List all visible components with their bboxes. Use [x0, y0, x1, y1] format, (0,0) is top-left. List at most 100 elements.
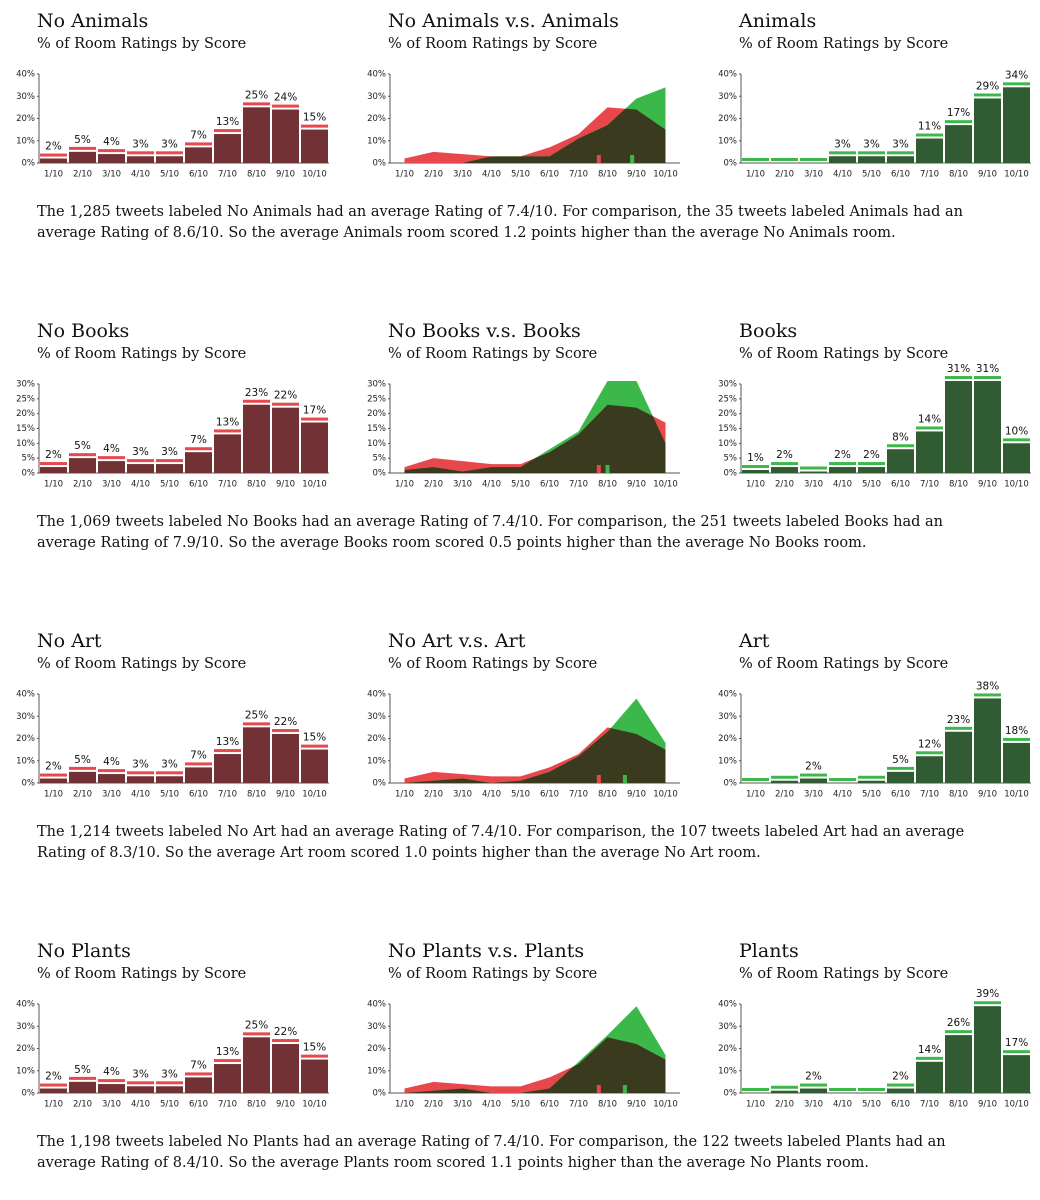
- bar-cap: [829, 778, 856, 781]
- value-label: 25%: [245, 89, 268, 101]
- bar-tint: [40, 1088, 67, 1093]
- y-tick-label: 5%: [373, 454, 387, 464]
- x-tick-label: 3/10: [804, 480, 823, 490]
- chart-title: No Art v.s. Art: [388, 630, 526, 652]
- bar: [185, 452, 212, 473]
- bar-cap: [40, 773, 67, 777]
- value-label: 25%: [245, 1019, 268, 1031]
- bar-tint: [858, 467, 885, 473]
- bar-tint: [974, 1006, 1001, 1093]
- x-tick-label: 1/10: [44, 1100, 63, 1110]
- bar-tint: [916, 431, 943, 473]
- value-label: 8%: [892, 431, 909, 443]
- mean-marker: [596, 465, 601, 473]
- bar-cap: [771, 1085, 798, 1089]
- value-label: 22%: [274, 390, 297, 402]
- bar-tint: [887, 771, 914, 783]
- x-tick-label: 5/10: [862, 480, 881, 490]
- x-tick-label: 10/10: [1004, 1100, 1029, 1110]
- x-tick-label: 5/10: [160, 790, 179, 800]
- y-tick-label: 15%: [367, 424, 386, 434]
- bar: [887, 156, 914, 163]
- bar-cap: [272, 1039, 299, 1043]
- value-label: 3%: [834, 138, 851, 150]
- bar-tint: [40, 158, 67, 163]
- bar-tint: [945, 1035, 972, 1093]
- bar-cap: [916, 426, 943, 430]
- bar-tint: [916, 138, 943, 163]
- value-label: 7%: [190, 434, 207, 446]
- x-tick-label: 3/10: [453, 790, 472, 800]
- x-tick-label: 4/10: [833, 480, 852, 490]
- x-tick-label: 8/10: [247, 790, 266, 800]
- x-tick-label: 8/10: [247, 480, 266, 490]
- x-tick-label: 2/10: [775, 480, 794, 490]
- bar-tint: [214, 134, 241, 163]
- bar: [272, 407, 299, 473]
- y-tick-label: 30%: [367, 380, 386, 390]
- x-tick-label: 7/10: [920, 170, 939, 180]
- y-tick-label: 30%: [718, 92, 737, 102]
- bar: [272, 1044, 299, 1093]
- value-label: 17%: [947, 107, 970, 119]
- value-label: 2%: [776, 449, 793, 461]
- bar: [214, 434, 241, 473]
- bar: [272, 109, 299, 163]
- bar: [214, 1064, 241, 1093]
- x-tick-label: 2/10: [424, 170, 443, 180]
- bar: [974, 1006, 1001, 1093]
- mean-marker: [622, 1085, 627, 1093]
- bar-tint: [800, 778, 827, 783]
- bar-cap: [916, 133, 943, 137]
- x-tick-label: 8/10: [598, 170, 617, 180]
- x-tick-label: 10/10: [1004, 480, 1029, 490]
- value-label: 4%: [103, 443, 120, 455]
- x-tick-label: 9/10: [276, 480, 295, 490]
- bar: [156, 156, 183, 163]
- x-tick-label: 6/10: [189, 480, 208, 490]
- chart-title: No Plants v.s. Plants: [388, 940, 584, 962]
- bar: [858, 467, 885, 473]
- bar-cap: [301, 1054, 328, 1058]
- bar-cap: [887, 151, 914, 155]
- chart-title: No Books v.s. Books: [388, 320, 581, 342]
- bar-cap: [98, 149, 125, 153]
- bar-tint: [243, 404, 270, 473]
- bar: [243, 404, 270, 473]
- bar-tint: [771, 1090, 798, 1093]
- bar: [98, 154, 125, 163]
- bar-cap: [40, 153, 67, 157]
- value-label: 39%: [976, 988, 999, 1000]
- x-tick-label: 10/10: [653, 170, 678, 180]
- bar-cap: [974, 93, 1001, 97]
- bar-cap: [185, 447, 212, 451]
- x-tick-label: 3/10: [453, 170, 472, 180]
- x-tick-label: 9/10: [627, 480, 646, 490]
- bar-cap: [243, 1032, 270, 1036]
- chart-subtitle: % of Room Ratings by Score: [739, 346, 948, 362]
- x-tick-label: 3/10: [102, 790, 121, 800]
- bar-cap: [156, 151, 183, 155]
- value-label: 15%: [303, 112, 326, 124]
- x-tick-label: 8/10: [949, 1100, 968, 1110]
- x-tick-label: 1/10: [395, 1100, 414, 1110]
- bar-tint: [916, 756, 943, 783]
- chart-title: No Plants: [37, 940, 131, 962]
- x-tick-label: 9/10: [627, 170, 646, 180]
- x-tick-label: 4/10: [482, 480, 501, 490]
- value-label: 5%: [74, 754, 91, 766]
- bar-cap: [1003, 737, 1030, 741]
- value-label: 2%: [805, 1071, 822, 1083]
- x-tick-label: 7/10: [569, 1100, 588, 1110]
- bar-tint: [214, 1064, 241, 1093]
- y-tick-label: 30%: [367, 92, 386, 102]
- x-tick-label: 4/10: [482, 790, 501, 800]
- bar-cap: [945, 726, 972, 730]
- x-tick-label: 8/10: [598, 480, 617, 490]
- value-label: 10%: [1005, 425, 1028, 437]
- bar-tint: [243, 107, 270, 163]
- chart-subtitle: % of Room Ratings by Score: [37, 656, 246, 672]
- bar-cap: [945, 1030, 972, 1034]
- bar: [800, 471, 827, 473]
